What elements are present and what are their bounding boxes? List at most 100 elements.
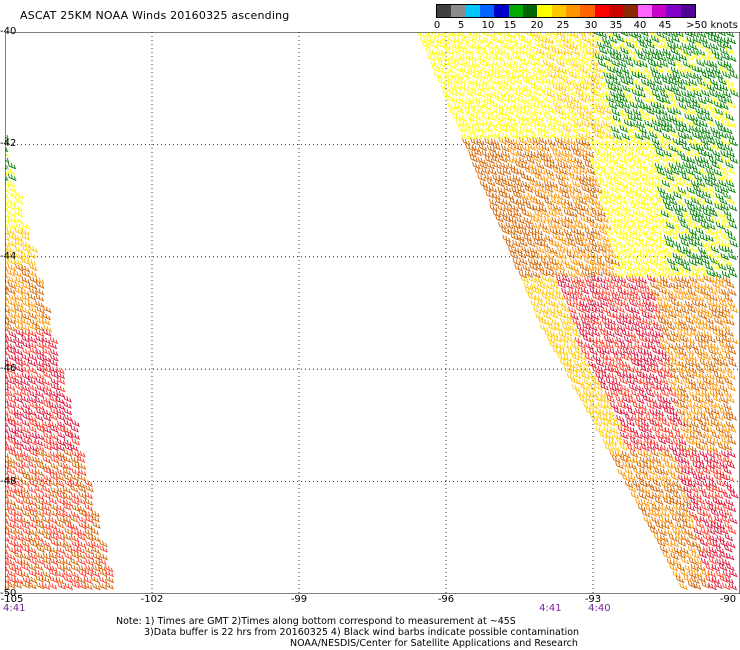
colorbar-segment (666, 5, 681, 17)
wind-barb (718, 77, 727, 86)
wind-barb (704, 227, 713, 235)
wind-barb (685, 167, 695, 176)
wind-barb (452, 96, 462, 105)
wind-barb (76, 455, 86, 463)
wind-barb (13, 419, 23, 427)
wind-barb (726, 485, 736, 493)
wind-barb (712, 232, 721, 241)
wind-barb (726, 461, 736, 469)
wind-barb (652, 491, 661, 500)
wind-barb (658, 449, 667, 457)
wind-barb (495, 102, 505, 111)
wind-barb (684, 233, 694, 241)
wind-barb (643, 516, 652, 524)
wind-barb (63, 474, 73, 482)
wind-barb (21, 335, 30, 343)
wind-barb (634, 420, 644, 428)
wind-barb (64, 582, 74, 591)
wind-barb (679, 504, 689, 513)
wind-barb (50, 528, 59, 536)
wind-barb (694, 479, 703, 487)
wind-barb (694, 286, 703, 295)
wind-barb (717, 210, 727, 219)
wind-barb (608, 251, 617, 259)
wind-barb (563, 293, 572, 302)
wind-barb (473, 66, 483, 74)
wind-barb (433, 71, 443, 80)
wind-barb (7, 419, 17, 427)
wind-barb (570, 126, 579, 134)
wind-barb (727, 540, 736, 549)
wind-barb (526, 137, 536, 145)
wind-barb (695, 210, 705, 219)
wind-barb (534, 228, 544, 236)
wind-barb (569, 258, 579, 266)
wind-barb (518, 119, 527, 128)
wind-barb (702, 240, 711, 249)
wind-barb (627, 216, 637, 224)
wind-barb (680, 546, 690, 555)
wind-barb (679, 35, 689, 43)
wind-barb (617, 468, 627, 477)
wind-barb (660, 257, 669, 266)
wind-barb (36, 479, 45, 488)
wind-barb (651, 186, 661, 194)
wind-barb (718, 310, 728, 319)
wind-barb (695, 126, 705, 134)
wind-barb (708, 287, 717, 296)
wind-barb (635, 281, 645, 290)
wind-barb (28, 341, 38, 349)
wind-barb (644, 138, 654, 146)
wind-barb (648, 396, 658, 405)
wind-barb (636, 371, 645, 379)
wind-barb (665, 492, 675, 501)
wind-barb (637, 90, 647, 98)
wind-barb (662, 48, 672, 56)
wind-barb (528, 94, 537, 103)
wind-barb (630, 54, 640, 63)
wind-barb (691, 264, 700, 272)
wind-barb (537, 234, 547, 243)
wind-barb (681, 42, 691, 51)
wind-barb (588, 72, 598, 80)
wind-barb (605, 294, 614, 303)
wind-barb (468, 150, 477, 158)
wind-barb (533, 107, 542, 115)
wind-barb (692, 269, 701, 277)
wind-barb (716, 41, 726, 49)
wind-barb (525, 72, 535, 81)
wind-barb (691, 281, 700, 290)
wind-barb (576, 324, 585, 332)
wind-barb (496, 168, 506, 176)
wind-barb (698, 32, 707, 38)
wind-barb (575, 305, 585, 313)
wind-barb (598, 293, 607, 301)
wind-barb (551, 197, 560, 205)
wind-barb (35, 300, 44, 308)
wind-barb (609, 270, 618, 278)
wind-barb (619, 443, 629, 451)
wind-barb (617, 324, 626, 332)
wind-barb (494, 179, 504, 187)
wind-barb (545, 252, 554, 260)
wind-barb (686, 492, 696, 501)
wind-barb (647, 431, 656, 440)
wind-barb (728, 413, 738, 421)
wind-barb (636, 251, 646, 259)
wind-barb (520, 192, 529, 201)
wind-barb (550, 300, 560, 308)
wind-barb (726, 32, 735, 38)
wind-barb (713, 449, 722, 458)
wind-barb (687, 413, 696, 422)
wind-barb (603, 192, 613, 200)
wind-barb (655, 246, 665, 255)
wind-barb (721, 221, 730, 229)
wind-barb (720, 150, 729, 158)
wind-barb (725, 552, 735, 561)
wind-barb (532, 222, 541, 230)
wind-barb (695, 227, 705, 235)
wind-barb (688, 42, 698, 50)
wind-barb (701, 491, 711, 500)
wind-barb (711, 311, 721, 319)
wind-barb (591, 377, 600, 386)
